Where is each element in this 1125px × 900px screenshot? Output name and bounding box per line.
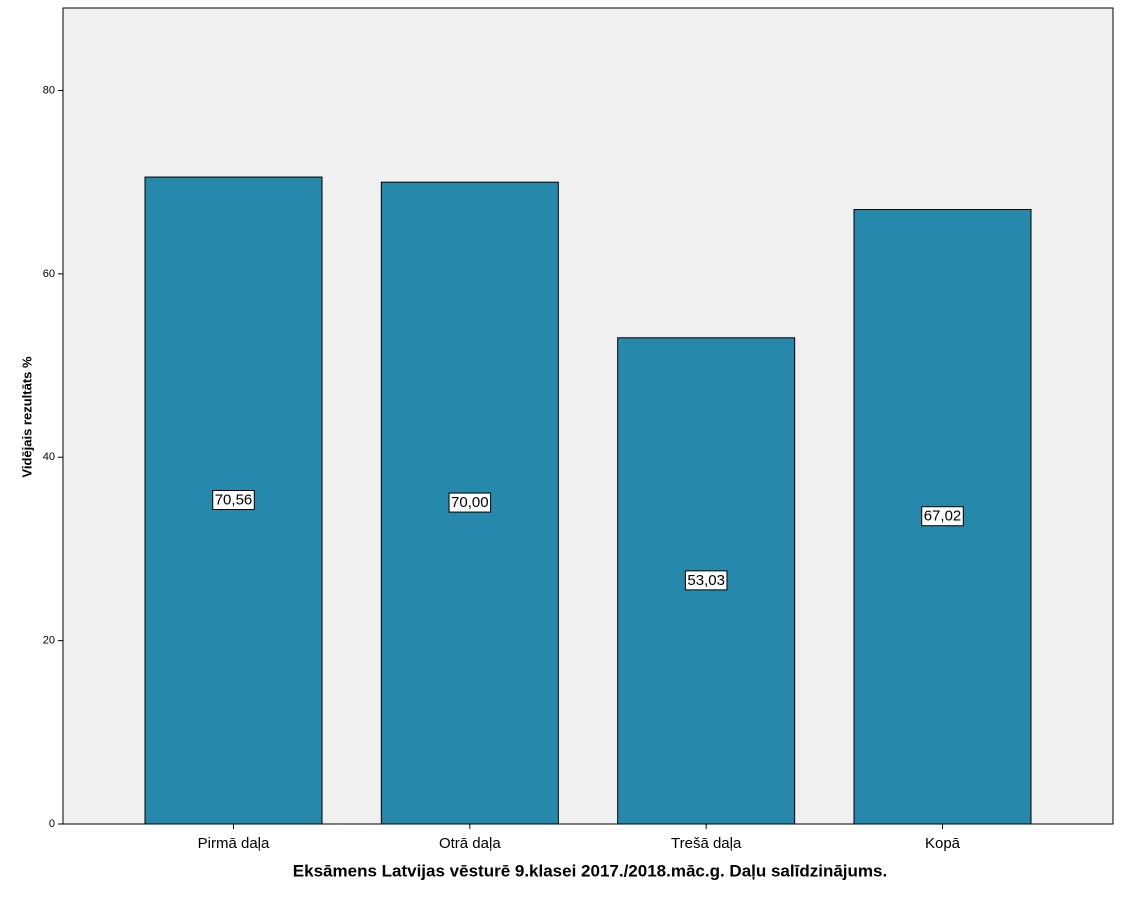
y-tick-label: 80 bbox=[43, 84, 55, 96]
y-tick-label: 60 bbox=[43, 268, 55, 280]
y-tick-label: 40 bbox=[43, 451, 55, 463]
x-tick-label: Otrā daļa bbox=[439, 835, 501, 852]
x-tick-label: Pirmā daļa bbox=[198, 835, 270, 852]
value-label: 70,56 bbox=[215, 492, 253, 509]
value-label-box bbox=[448, 492, 492, 513]
y-axis-label: Vidējais rezultāts % bbox=[19, 356, 34, 478]
y-tick-label: 0 bbox=[49, 818, 55, 830]
value-label-box bbox=[921, 506, 964, 527]
value-label: 53,03 bbox=[687, 572, 725, 589]
y-tick-label: 20 bbox=[43, 635, 55, 647]
value-label: 70,00 bbox=[451, 494, 489, 511]
value-label-box bbox=[212, 490, 255, 511]
x-tick-label: Kopā bbox=[925, 835, 961, 852]
value-label: 67,02 bbox=[924, 508, 962, 525]
chart-title: Eksāmens Latvijas vēsturē 9.klasei 2017.… bbox=[293, 861, 887, 880]
x-tick-label: Trešā daļa bbox=[671, 835, 742, 852]
value-label-box bbox=[684, 570, 728, 591]
